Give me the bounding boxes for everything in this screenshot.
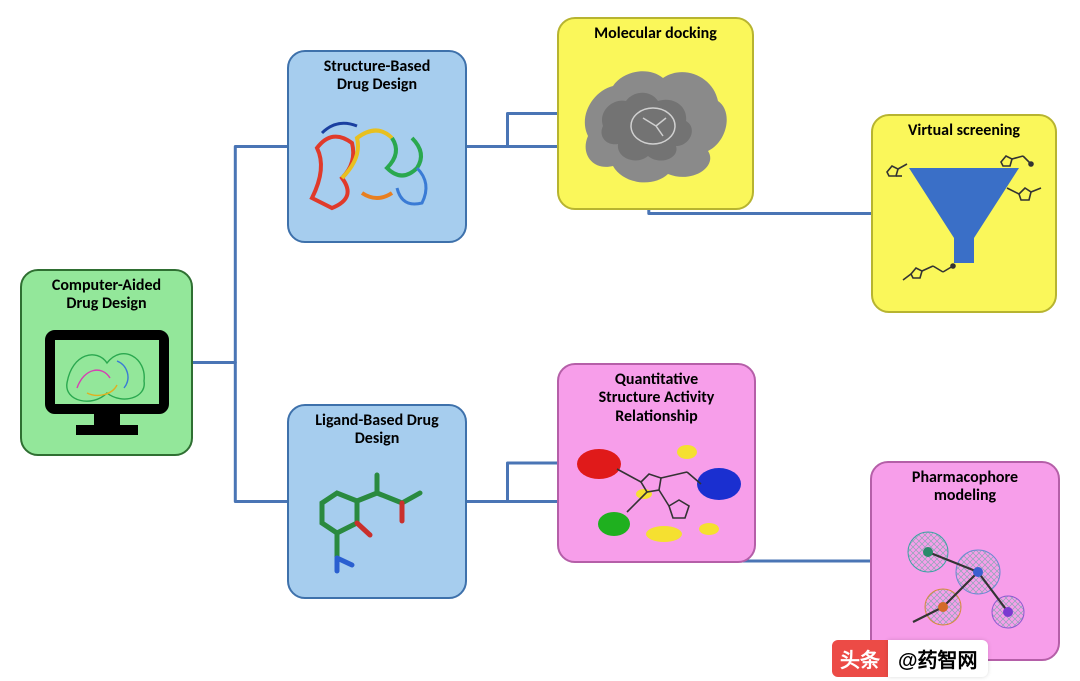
node-lbdd: Ligand-Based Drug Design — [287, 404, 467, 599]
graphic-pharmacophore — [872, 506, 1058, 659]
label-cadd: Computer-Aided Drug Design — [52, 277, 161, 314]
node-vs: Virtual screening — [871, 114, 1057, 313]
label-sbdd: Structure-Based Drug Design — [324, 58, 431, 95]
node-pharm: Pharmacophore modeling — [870, 461, 1060, 661]
label-vs: Virtual screening — [908, 122, 1020, 140]
graphic-funnel — [873, 140, 1055, 311]
graphic-ligand-stick — [289, 449, 465, 597]
watermark: 头条@药智网 — [832, 640, 988, 677]
graphic-protein-ribbon — [289, 95, 465, 241]
label-lbdd: Ligand-Based Drug Design — [315, 412, 438, 449]
graphic-qsar-blobs — [559, 426, 754, 561]
graphic-monitor — [22, 314, 191, 454]
node-qsar: Quantitative Structure Activity Relation… — [557, 363, 756, 563]
label-docking: Molecular docking — [594, 25, 717, 43]
graphic-surface — [559, 43, 752, 208]
watermark-prefix: 头条 — [832, 640, 888, 677]
node-sbdd: Structure-Based Drug Design — [287, 50, 467, 243]
label-qsar: Quantitative Structure Activity Relation… — [599, 371, 715, 426]
label-pharm: Pharmacophore modeling — [912, 469, 1018, 506]
watermark-account: @药智网 — [888, 640, 988, 677]
node-docking: Molecular docking — [557, 17, 754, 210]
node-cadd-root: Computer-Aided Drug Design — [20, 269, 193, 456]
